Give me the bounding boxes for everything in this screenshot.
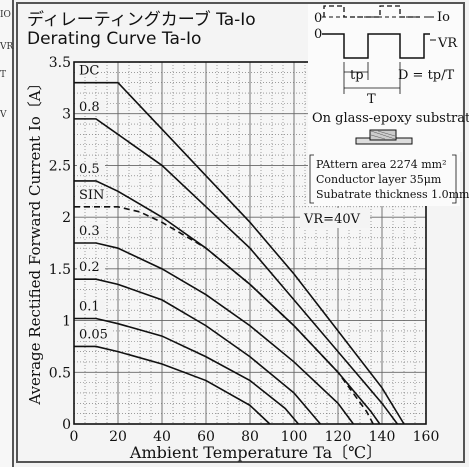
- series-line-0: [74, 81, 405, 425]
- inset-vr-label: VR: [437, 36, 458, 51]
- series-label-bg: [77, 224, 105, 237]
- inset-t-label: T: [367, 92, 376, 107]
- series-label-bg: [77, 327, 113, 341]
- series-label: 0.2: [79, 260, 100, 275]
- spec-line-1: PAttern area 2274 mm²: [316, 158, 446, 171]
- inset-zero-bottom: 0: [314, 27, 322, 42]
- series-label: 0.8: [79, 100, 100, 115]
- y-tick-label: 2.5: [49, 158, 71, 174]
- y-tick-label: 0.5: [49, 365, 71, 381]
- spec-inset: PAttern area 2274 mm² Conductor layer 35…: [300, 152, 469, 228]
- y-tick-label: 0: [62, 417, 71, 433]
- inset-duty-formula: D = tp/T: [398, 68, 455, 83]
- spec-line-2: Conductor layer 35μm: [316, 173, 442, 186]
- series-label-bg: [77, 99, 105, 113]
- strip-fragment-t: T: [0, 70, 7, 80]
- series-label-bg: [77, 187, 105, 201]
- series-line-7: [74, 345, 271, 425]
- inset-substrate-label: On glass-epoxy substrate: [312, 111, 469, 126]
- y-tick-label: 3.5: [49, 55, 71, 71]
- chart-title-jp: ディレーティングカーブ Ta-Io: [27, 10, 256, 30]
- series-group: DC 0.8 0.5 SIN 0.3 0.2 0.1 0.05: [74, 63, 405, 425]
- x-tick-label: 80: [241, 429, 259, 445]
- chart-title-en: Derating Curve Ta-Io: [27, 29, 202, 49]
- strip-fragment-v: V: [0, 110, 7, 120]
- vr-condition-label: VR=40V: [303, 212, 361, 227]
- y-axis-label: Average Rectified Forward Current Io〔A〕: [26, 75, 44, 405]
- x-tick-label: 160: [413, 429, 440, 445]
- series-label: DC: [79, 64, 99, 79]
- x-tick-label: 60: [197, 429, 215, 445]
- spec-line-3: Subatrate thickness 1.0mm: [316, 188, 469, 201]
- series-line-5: [74, 278, 322, 425]
- strip-fragment-io: IO: [0, 10, 11, 20]
- series-label: 0.5: [79, 162, 100, 177]
- y-tick-label: 3: [62, 107, 71, 123]
- series-label-bg: [77, 161, 105, 175]
- series-line-1: [74, 118, 399, 425]
- y-tick-label: 2: [62, 210, 71, 226]
- x-tick-label: 40: [153, 429, 171, 445]
- series-label: 0.05: [79, 327, 108, 342]
- y-tick-label: 1.5: [49, 262, 71, 278]
- waveform-inset: 0 Io 0 VR tp D = tp/T T: [308, 4, 462, 108]
- series-line-3: [74, 206, 374, 425]
- left-strip: IO VR T V: [0, 0, 14, 467]
- x-tick-label: 0: [70, 429, 79, 445]
- series-label: 0.3: [79, 224, 100, 239]
- inset-io-label: Io: [437, 10, 450, 25]
- inset-tp-label: tp: [350, 68, 364, 83]
- series-line-6: [74, 317, 300, 425]
- x-tick-label: 140: [369, 429, 396, 445]
- series-label-bg: [77, 63, 97, 77]
- y-tick-label: 1: [62, 314, 71, 330]
- series-line-4: [74, 242, 355, 425]
- strip-fragment-vr: VR: [0, 42, 14, 52]
- inset-zero-top: 0: [314, 11, 322, 26]
- tick-labels: 0 20 40 60 80 100 120 140 160 0 0.5 1 1.5 2 2.5 3 3.5: [49, 55, 440, 445]
- x-tick-label: 20: [109, 429, 127, 445]
- substrate-inset: On glass-epoxy substrate: [308, 108, 469, 152]
- series-label-bg: [77, 299, 105, 313]
- series-label: SIN: [79, 188, 104, 203]
- x-tick-label: 120: [325, 429, 352, 445]
- series-label-bg: [77, 260, 105, 274]
- x-tick-label: 100: [281, 429, 308, 445]
- series-label: 0.1: [79, 300, 100, 315]
- x-axis-label: Ambient Temperature Ta〔℃〕: [129, 443, 382, 462]
